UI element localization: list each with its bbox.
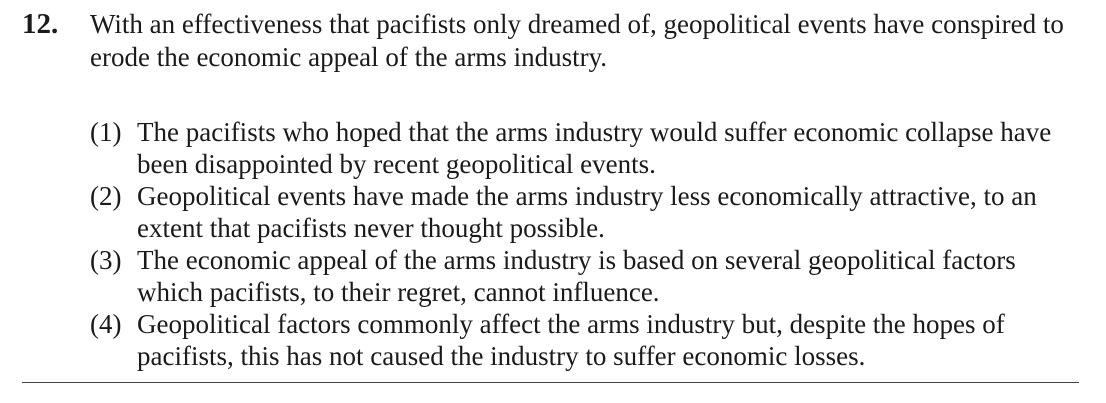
option-label: (3)	[90, 245, 122, 275]
option-label: (1)	[90, 117, 122, 147]
option-text: Geopolitical factors commonly affect the…	[137, 309, 1005, 371]
answer-option-4[interactable]: (4) Geopolitical factors commonly affect…	[90, 308, 1092, 372]
answer-options: (1) The pacifists who hoped that the arm…	[90, 116, 1092, 372]
option-text: Geopolitical events have made the arms i…	[137, 181, 1037, 243]
answer-option-1[interactable]: (1) The pacifists who hoped that the arm…	[90, 116, 1092, 180]
answer-option-3[interactable]: (3) The economic appeal of the arms indu…	[90, 244, 1092, 308]
divider-line	[22, 382, 1079, 383]
answer-option-2[interactable]: (2) Geopolitical events have made the ar…	[90, 180, 1092, 244]
question-block: 12. With an effectiveness that pacifists…	[22, 8, 1092, 372]
option-label: (2)	[90, 181, 122, 211]
option-text: The pacifists who hoped that the arms in…	[137, 117, 1052, 179]
option-text: The economic appeal of the arms industry…	[137, 245, 1016, 307]
question-header: 12. With an effectiveness that pacifists…	[22, 8, 1092, 74]
question-number: 12.	[22, 8, 59, 40]
question-stem: With an effectiveness that pacifists onl…	[90, 9, 1064, 72]
option-label: (4)	[90, 309, 122, 339]
